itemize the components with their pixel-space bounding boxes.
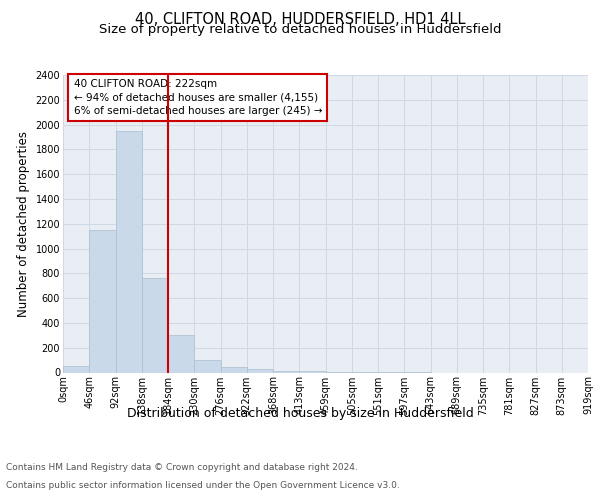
Text: Contains public sector information licensed under the Open Government Licence v3: Contains public sector information licen… <box>6 481 400 490</box>
Text: Size of property relative to detached houses in Huddersfield: Size of property relative to detached ho… <box>99 24 501 36</box>
Text: 40 CLIFTON ROAD: 222sqm
← 94% of detached houses are smaller (4,155)
6% of semi-: 40 CLIFTON ROAD: 222sqm ← 94% of detache… <box>74 80 322 116</box>
Bar <box>115 131 142 372</box>
Bar <box>168 336 194 372</box>
Text: Contains HM Land Registry data © Crown copyright and database right 2024.: Contains HM Land Registry data © Crown c… <box>6 464 358 472</box>
Text: 40, CLIFTON ROAD, HUDDERSFIELD, HD1 4LL: 40, CLIFTON ROAD, HUDDERSFIELD, HD1 4LL <box>135 12 465 28</box>
Bar <box>247 370 273 372</box>
Bar <box>142 278 168 372</box>
Bar <box>89 230 115 372</box>
Bar <box>221 367 247 372</box>
Bar <box>273 370 299 372</box>
Bar <box>63 366 89 372</box>
Text: Distribution of detached houses by size in Huddersfield: Distribution of detached houses by size … <box>127 408 473 420</box>
Bar <box>194 360 221 372</box>
Y-axis label: Number of detached properties: Number of detached properties <box>17 130 30 317</box>
